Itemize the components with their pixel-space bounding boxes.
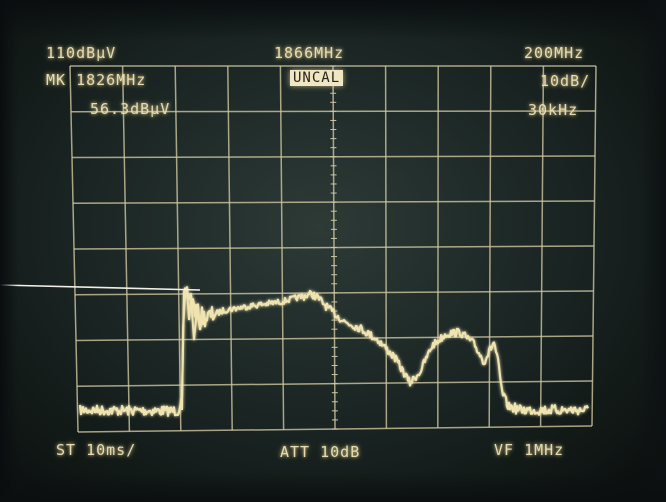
- graticule-grid: [69, 65, 597, 433]
- sweep-time-readout: ST 10ms/: [56, 441, 137, 459]
- span-readout: 200MHz: [524, 44, 585, 62]
- rbw-readout: 30kHz: [528, 101, 579, 119]
- pointer-line: [0, 284, 201, 291]
- spectrum-edge-spike: [181, 289, 204, 411]
- center-frequency-readout: 1866MHz: [274, 44, 345, 62]
- attenuation-readout: ATT 10dB: [280, 443, 361, 461]
- spectrum-trace-layer: [78, 286, 589, 417]
- marker-frequency-readout: MK 1826MHz: [46, 71, 147, 89]
- uncal-indicator: UNCAL: [290, 70, 344, 86]
- reference-level-readout: 110dBµV: [46, 44, 117, 62]
- scale-readout: 10dB/: [540, 72, 591, 90]
- video-filter-readout: VF 1MHz: [494, 441, 565, 459]
- marker-level-readout: 56.3dBµV: [90, 100, 171, 118]
- spectrum-trace: [78, 286, 589, 417]
